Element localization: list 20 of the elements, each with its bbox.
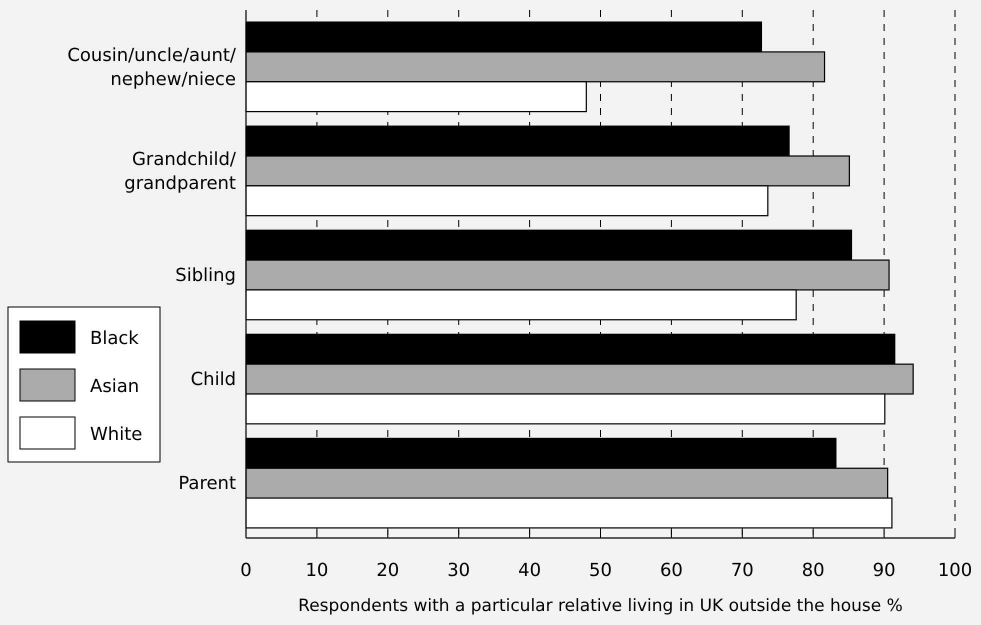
x-axis-title: Respondents with a particular relative living in UK outside the house %	[298, 596, 903, 616]
x-tick-label: 0	[240, 560, 252, 581]
y-tick-label: Parent	[178, 473, 236, 494]
x-tick-label: 80	[802, 560, 825, 581]
x-tick-label: 70	[730, 560, 754, 581]
x-tick-label: 90	[872, 560, 896, 581]
x-tick-label: 50	[589, 560, 612, 581]
x-tick-label: 40	[518, 560, 542, 581]
legend-label: White	[90, 424, 142, 445]
x-tick-label: 30	[447, 560, 470, 581]
y-tick-label: Child	[190, 369, 236, 390]
x-tick-label: 100	[938, 560, 972, 581]
legend-label: Asian	[90, 376, 140, 397]
y-tick-label: Grandchild/ grandparent	[124, 148, 237, 194]
y-tick-label: Cousin/uncle/aunt/ nephew/niece	[67, 44, 237, 90]
x-tick-label: 20	[376, 560, 400, 581]
legend-label: Black	[90, 328, 140, 349]
y-tick-label: Sibling	[175, 265, 236, 286]
x-tick-label: 10	[305, 560, 328, 581]
x-tick-label: 60	[660, 560, 683, 581]
